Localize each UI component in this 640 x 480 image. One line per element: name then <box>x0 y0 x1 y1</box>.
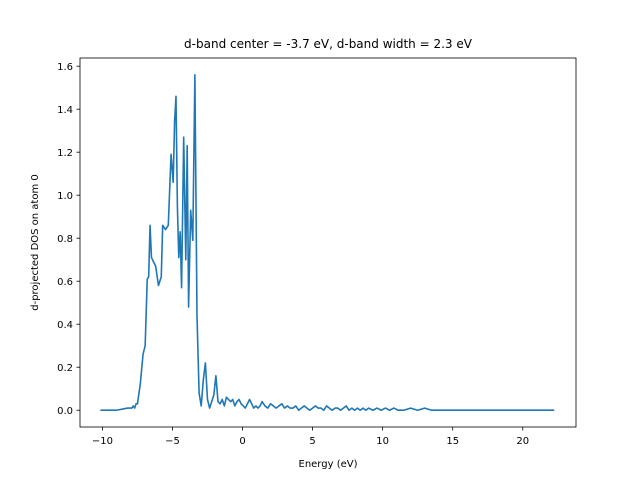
x-tick-label: −5 <box>165 436 180 447</box>
y-tick-label: 1.0 <box>57 191 73 202</box>
x-tick-label: −10 <box>92 436 113 447</box>
y-axis: 0.0 0.2 0.4 0.6 0.8 1.0 1.2 1.4 1.6 <box>57 62 80 417</box>
y-tick-label: 1.4 <box>57 105 73 116</box>
y-tick-label: 0.8 <box>57 234 73 245</box>
x-tick-label: 0 <box>239 436 245 447</box>
axes-frame <box>79 57 577 428</box>
x-tick-label: 10 <box>376 436 389 447</box>
y-tick-label: 1.6 <box>57 62 73 73</box>
x-tick-label: 5 <box>309 436 315 447</box>
x-axis-label: Energy (eV) <box>299 459 358 470</box>
y-tick-label: 0.6 <box>57 277 73 288</box>
x-tick-label: 15 <box>446 436 459 447</box>
y-axis-label: d-projected DOS on atom 0 <box>30 174 41 311</box>
y-tick-label: 0.4 <box>57 320 73 331</box>
y-tick-label: 0.0 <box>57 406 73 417</box>
y-tick-label: 0.2 <box>57 363 73 374</box>
dos-series-line <box>100 73 555 412</box>
x-axis: −10 −5 0 5 10 15 20 <box>92 427 529 447</box>
plot-area <box>100 73 555 412</box>
x-tick-label: 20 <box>516 436 529 447</box>
y-tick-label: 1.2 <box>57 148 73 159</box>
chart-title: d-band center = -3.7 eV, d-band width = … <box>184 37 473 51</box>
